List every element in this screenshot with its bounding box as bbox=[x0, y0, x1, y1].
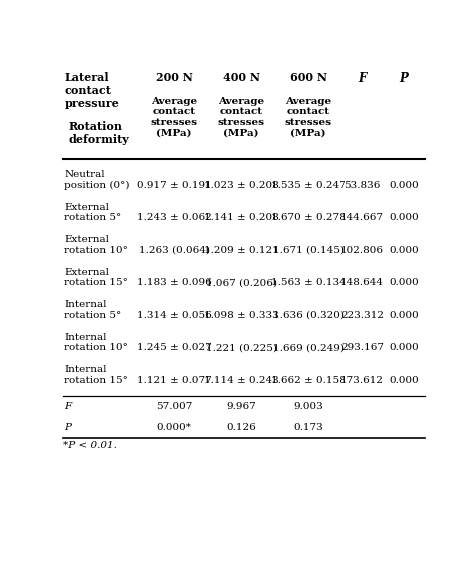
Text: 9.003: 9.003 bbox=[293, 403, 323, 411]
Text: 0.000: 0.000 bbox=[389, 181, 419, 190]
Text: 1.209 ± 0.121: 1.209 ± 0.121 bbox=[204, 246, 279, 255]
Text: 400 N: 400 N bbox=[223, 73, 260, 83]
Text: 148.644: 148.644 bbox=[341, 278, 384, 287]
Text: 0.000: 0.000 bbox=[389, 246, 419, 255]
Text: 1.183 ± 0.096: 1.183 ± 0.096 bbox=[137, 278, 211, 287]
Text: Average
contact
stresses
(MPa): Average contact stresses (MPa) bbox=[151, 97, 198, 137]
Text: 1.636 (0.320): 1.636 (0.320) bbox=[273, 311, 344, 320]
Text: 53.836: 53.836 bbox=[344, 181, 381, 190]
Text: 1.121 ± 0.077: 1.121 ± 0.077 bbox=[137, 376, 211, 385]
Text: 0.126: 0.126 bbox=[226, 423, 256, 432]
Text: Internal
rotation 10°: Internal rotation 10° bbox=[64, 333, 128, 352]
Text: P: P bbox=[64, 423, 72, 432]
Text: 0.000: 0.000 bbox=[389, 311, 419, 320]
Text: 1.141 ± 0.208: 1.141 ± 0.208 bbox=[204, 213, 279, 222]
Text: 0.000: 0.000 bbox=[389, 376, 419, 385]
Text: 1.023 ± 0.208: 1.023 ± 0.208 bbox=[204, 181, 279, 190]
Text: Average
contact
stresses
(MPa): Average contact stresses (MPa) bbox=[218, 97, 264, 137]
Text: 1.670 ± 0.278: 1.670 ± 0.278 bbox=[271, 213, 346, 222]
Text: External
rotation 5°: External rotation 5° bbox=[64, 203, 122, 222]
Text: 1.314 ± 0.056: 1.314 ± 0.056 bbox=[137, 311, 211, 320]
Text: 1.114 ± 0.243: 1.114 ± 0.243 bbox=[204, 376, 279, 385]
Text: 0.000*: 0.000* bbox=[157, 423, 191, 432]
Text: Internal
rotation 15°: Internal rotation 15° bbox=[64, 365, 128, 385]
Text: 0.917 ± 0.191: 0.917 ± 0.191 bbox=[137, 181, 211, 190]
Text: Average
contact
stresses
(MPa): Average contact stresses (MPa) bbox=[284, 97, 332, 137]
Text: Internal
rotation 5°: Internal rotation 5° bbox=[64, 300, 122, 320]
Text: *P < 0.01.: *P < 0.01. bbox=[63, 441, 117, 451]
Text: 0.000: 0.000 bbox=[389, 213, 419, 222]
Text: 1.535 ± 0.247: 1.535 ± 0.247 bbox=[271, 181, 346, 190]
Text: 9.967: 9.967 bbox=[226, 403, 256, 411]
Text: P: P bbox=[400, 73, 409, 86]
Text: 200 N: 200 N bbox=[156, 73, 192, 83]
Text: 173.612: 173.612 bbox=[341, 376, 384, 385]
Text: 102.806: 102.806 bbox=[341, 246, 384, 255]
Text: 0.000: 0.000 bbox=[389, 278, 419, 287]
Text: External
rotation 15°: External rotation 15° bbox=[64, 268, 128, 287]
Text: Neutral
position (0°): Neutral position (0°) bbox=[64, 170, 130, 190]
Text: F: F bbox=[358, 73, 366, 86]
Text: Rotation
deformity: Rotation deformity bbox=[69, 121, 129, 145]
Text: F: F bbox=[64, 403, 72, 411]
Text: 144.667: 144.667 bbox=[341, 213, 384, 222]
Text: 223.312: 223.312 bbox=[341, 311, 384, 320]
Text: 1.669 (0.249): 1.669 (0.249) bbox=[273, 343, 344, 352]
Text: 0.000: 0.000 bbox=[389, 343, 419, 352]
Text: 0.173: 0.173 bbox=[293, 423, 323, 432]
Text: Lateral
contact
pressure: Lateral contact pressure bbox=[64, 73, 119, 109]
Text: 1.245 ± 0.027: 1.245 ± 0.027 bbox=[137, 343, 211, 352]
Text: 1.662 ± 0.158: 1.662 ± 0.158 bbox=[271, 376, 346, 385]
Text: 1.263 (0.064): 1.263 (0.064) bbox=[139, 246, 210, 255]
Text: External
rotation 10°: External rotation 10° bbox=[64, 235, 128, 255]
Text: 57.007: 57.007 bbox=[156, 403, 192, 411]
Text: 1.098 ± 0.333: 1.098 ± 0.333 bbox=[204, 311, 279, 320]
Text: 600 N: 600 N bbox=[290, 73, 327, 83]
Text: 1.671 (0.145): 1.671 (0.145) bbox=[273, 246, 344, 255]
Text: 1.243 ± 0.062: 1.243 ± 0.062 bbox=[137, 213, 211, 222]
Text: 1.221 (0.225): 1.221 (0.225) bbox=[206, 343, 277, 352]
Text: 1.067 (0.206): 1.067 (0.206) bbox=[206, 278, 277, 287]
Text: 293.167: 293.167 bbox=[341, 343, 384, 352]
Text: 1.563 ± 0.134: 1.563 ± 0.134 bbox=[271, 278, 346, 287]
